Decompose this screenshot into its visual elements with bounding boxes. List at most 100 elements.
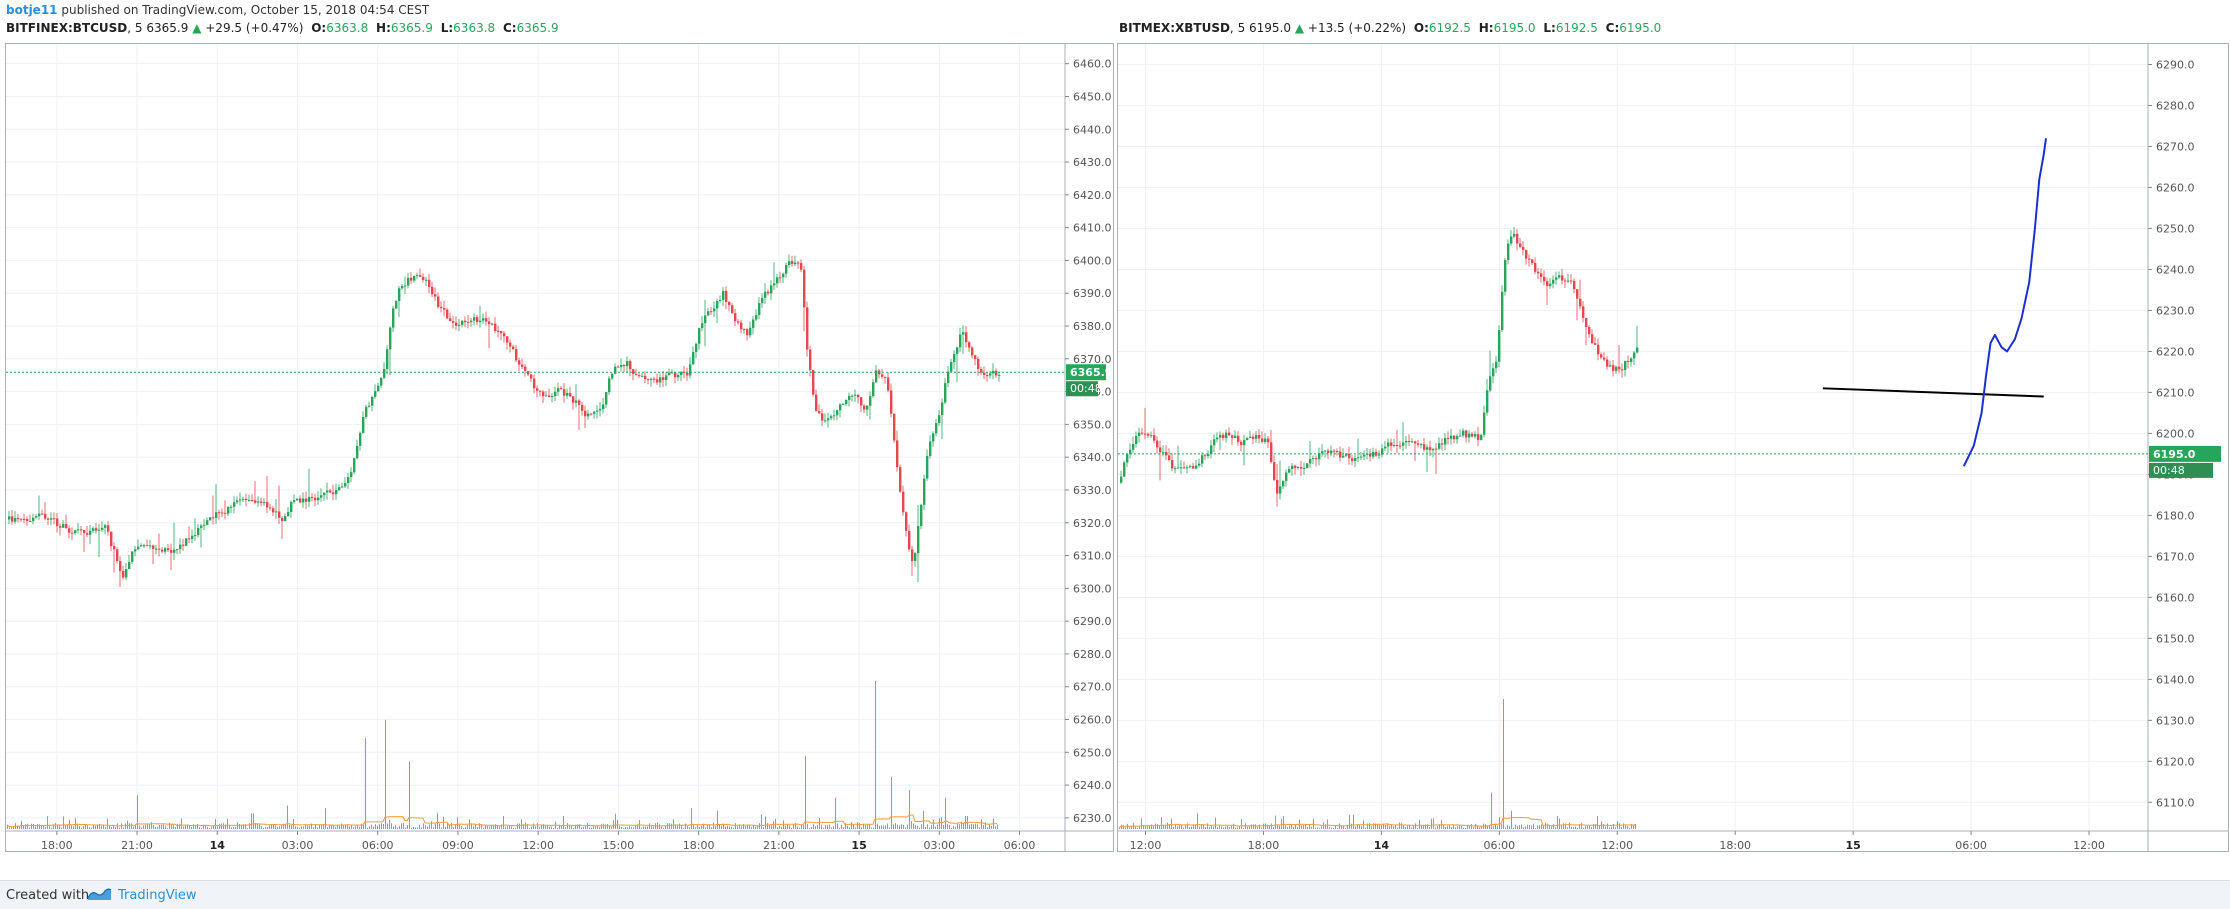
candle-body — [914, 553, 917, 561]
volume-bar — [401, 823, 402, 829]
volume-bar — [1593, 823, 1594, 829]
volume-bar — [473, 826, 474, 829]
volume-bar — [141, 827, 142, 829]
xbtusd-chart-svg[interactable]: 6110.0 6120.0 6130.0 6140.0 6150.0 6160.0 6170… — [1118, 44, 2228, 852]
volume-bar — [423, 823, 424, 829]
volume-bar — [343, 825, 344, 829]
close-label: C: — [1605, 21, 1620, 35]
volume-bar — [577, 824, 578, 829]
projection-curve-drawing[interactable] — [1962, 138, 2047, 467]
chart-area[interactable]: 6230.0 6240.0 6250.0 6260.0 6270.0 6280.0 6290… — [5, 43, 1114, 852]
candle-body — [1252, 436, 1255, 439]
trendline-drawing[interactable] — [1822, 387, 2044, 398]
volume-bar — [77, 823, 78, 829]
candle-body — [119, 561, 122, 572]
volume-bar — [805, 756, 806, 829]
candle-body — [1525, 249, 1528, 259]
symbol-name[interactable]: BITFINEX:BTCUSD — [6, 21, 128, 35]
candle-body — [1450, 435, 1453, 439]
candle-body — [110, 531, 113, 547]
volume-bar — [751, 826, 752, 829]
time-axis[interactable]: 18:00 21:00 14 03:00 06:00 09:00 12:00 15:00 18:… — [41, 831, 1035, 852]
volume-bar — [1605, 826, 1606, 829]
candle-body — [158, 548, 161, 550]
candlestick-series[interactable] — [1120, 227, 1639, 507]
volume-bar — [83, 826, 84, 829]
volume-bar — [25, 824, 26, 829]
volume-bar — [497, 825, 498, 829]
volume-bar — [45, 827, 46, 829]
tradingview-logo-icon[interactable] — [86, 886, 112, 906]
volume-bar — [1249, 826, 1250, 829]
chart-area[interactable]: 6110.0 6120.0 6130.0 6140.0 6150.0 6160.0 6170… — [1117, 43, 2229, 852]
volume-bar — [1599, 825, 1600, 829]
candle-body — [467, 322, 470, 324]
candlestick-series[interactable] — [8, 254, 1001, 587]
candle-body — [842, 404, 845, 406]
candle-body — [932, 433, 935, 442]
candle-body — [446, 309, 449, 319]
time-tick-label: 12:00 — [2073, 839, 2105, 851]
candle-body — [212, 517, 215, 519]
candle-body — [638, 375, 641, 377]
volume-bar — [887, 823, 888, 829]
btcusd-chart-svg[interactable]: 6230.0 6240.0 6250.0 6260.0 6270.0 6280.0 6290… — [6, 44, 1113, 852]
candle-body — [374, 391, 377, 397]
candle-body — [1549, 283, 1552, 286]
candle-body — [311, 496, 314, 498]
candle-body — [380, 377, 383, 386]
volume-bar — [935, 826, 936, 829]
volume-bar — [1527, 824, 1528, 829]
volume-bar — [1295, 824, 1296, 829]
volume-bar — [847, 825, 848, 829]
candle-body — [1234, 435, 1237, 438]
candle-body — [68, 528, 71, 533]
candle-body — [920, 504, 923, 527]
candle-body — [233, 502, 236, 507]
time-tick-label: 09:00 — [442, 839, 474, 851]
volume-bar — [411, 827, 412, 829]
price-tick-label: 6270.0 — [1073, 681, 1112, 694]
volume-bar — [1431, 818, 1432, 829]
volume-bar — [391, 823, 392, 829]
candle-body — [1612, 365, 1615, 371]
candle-body — [959, 334, 962, 348]
volume-bar — [1613, 823, 1614, 829]
volume-bar — [1235, 827, 1236, 829]
time-axis[interactable]: 12:00 18:00 14 06:00 12:00 18:00 15 06:00 12:00 — [1130, 831, 2105, 852]
volume-bar — [39, 824, 40, 829]
candle-body — [392, 308, 395, 328]
price-change: +29.5 (+0.47%) — [205, 21, 304, 35]
price-axis[interactable]: 6230.0 6240.0 6250.0 6260.0 6270.0 6280.0 6290… — [1065, 58, 1112, 825]
candle-body — [1546, 281, 1549, 286]
tradingview-brand-link[interactable]: TradingView — [118, 888, 197, 903]
candle-body — [1318, 453, 1321, 460]
candle-body — [872, 382, 875, 397]
volume-bar — [1355, 826, 1356, 829]
volume-bar — [545, 825, 546, 829]
volume-bar — [1347, 825, 1348, 829]
candle-body — [1177, 467, 1180, 469]
candle-body — [1585, 317, 1588, 328]
candle-body — [215, 512, 218, 519]
price-axis[interactable]: 6110.0 6120.0 6130.0 6140.0 6150.0 6160.0 6170… — [2148, 58, 2195, 809]
publisher-username[interactable]: botje11 — [6, 3, 58, 17]
candle-body — [830, 416, 833, 419]
candle-body — [1390, 442, 1393, 446]
volume-bar — [1397, 827, 1398, 829]
volume-bar — [187, 824, 188, 829]
symbol-name[interactable]: BITMEX:XBTUSD — [1119, 21, 1230, 35]
candle-body — [1627, 360, 1630, 363]
volume-bar — [95, 825, 96, 829]
candle-body — [1357, 457, 1360, 459]
volume-bar — [1501, 824, 1502, 829]
volume-bar — [571, 825, 572, 829]
volume-bar — [957, 823, 958, 829]
volume-bar — [231, 827, 232, 829]
volume-bar — [865, 825, 866, 829]
candle-body — [389, 327, 392, 350]
time-tick-label: 18:00 — [41, 839, 73, 851]
volume-bar — [815, 826, 816, 829]
candle-body — [38, 513, 41, 517]
volume-bar — [1535, 827, 1536, 829]
